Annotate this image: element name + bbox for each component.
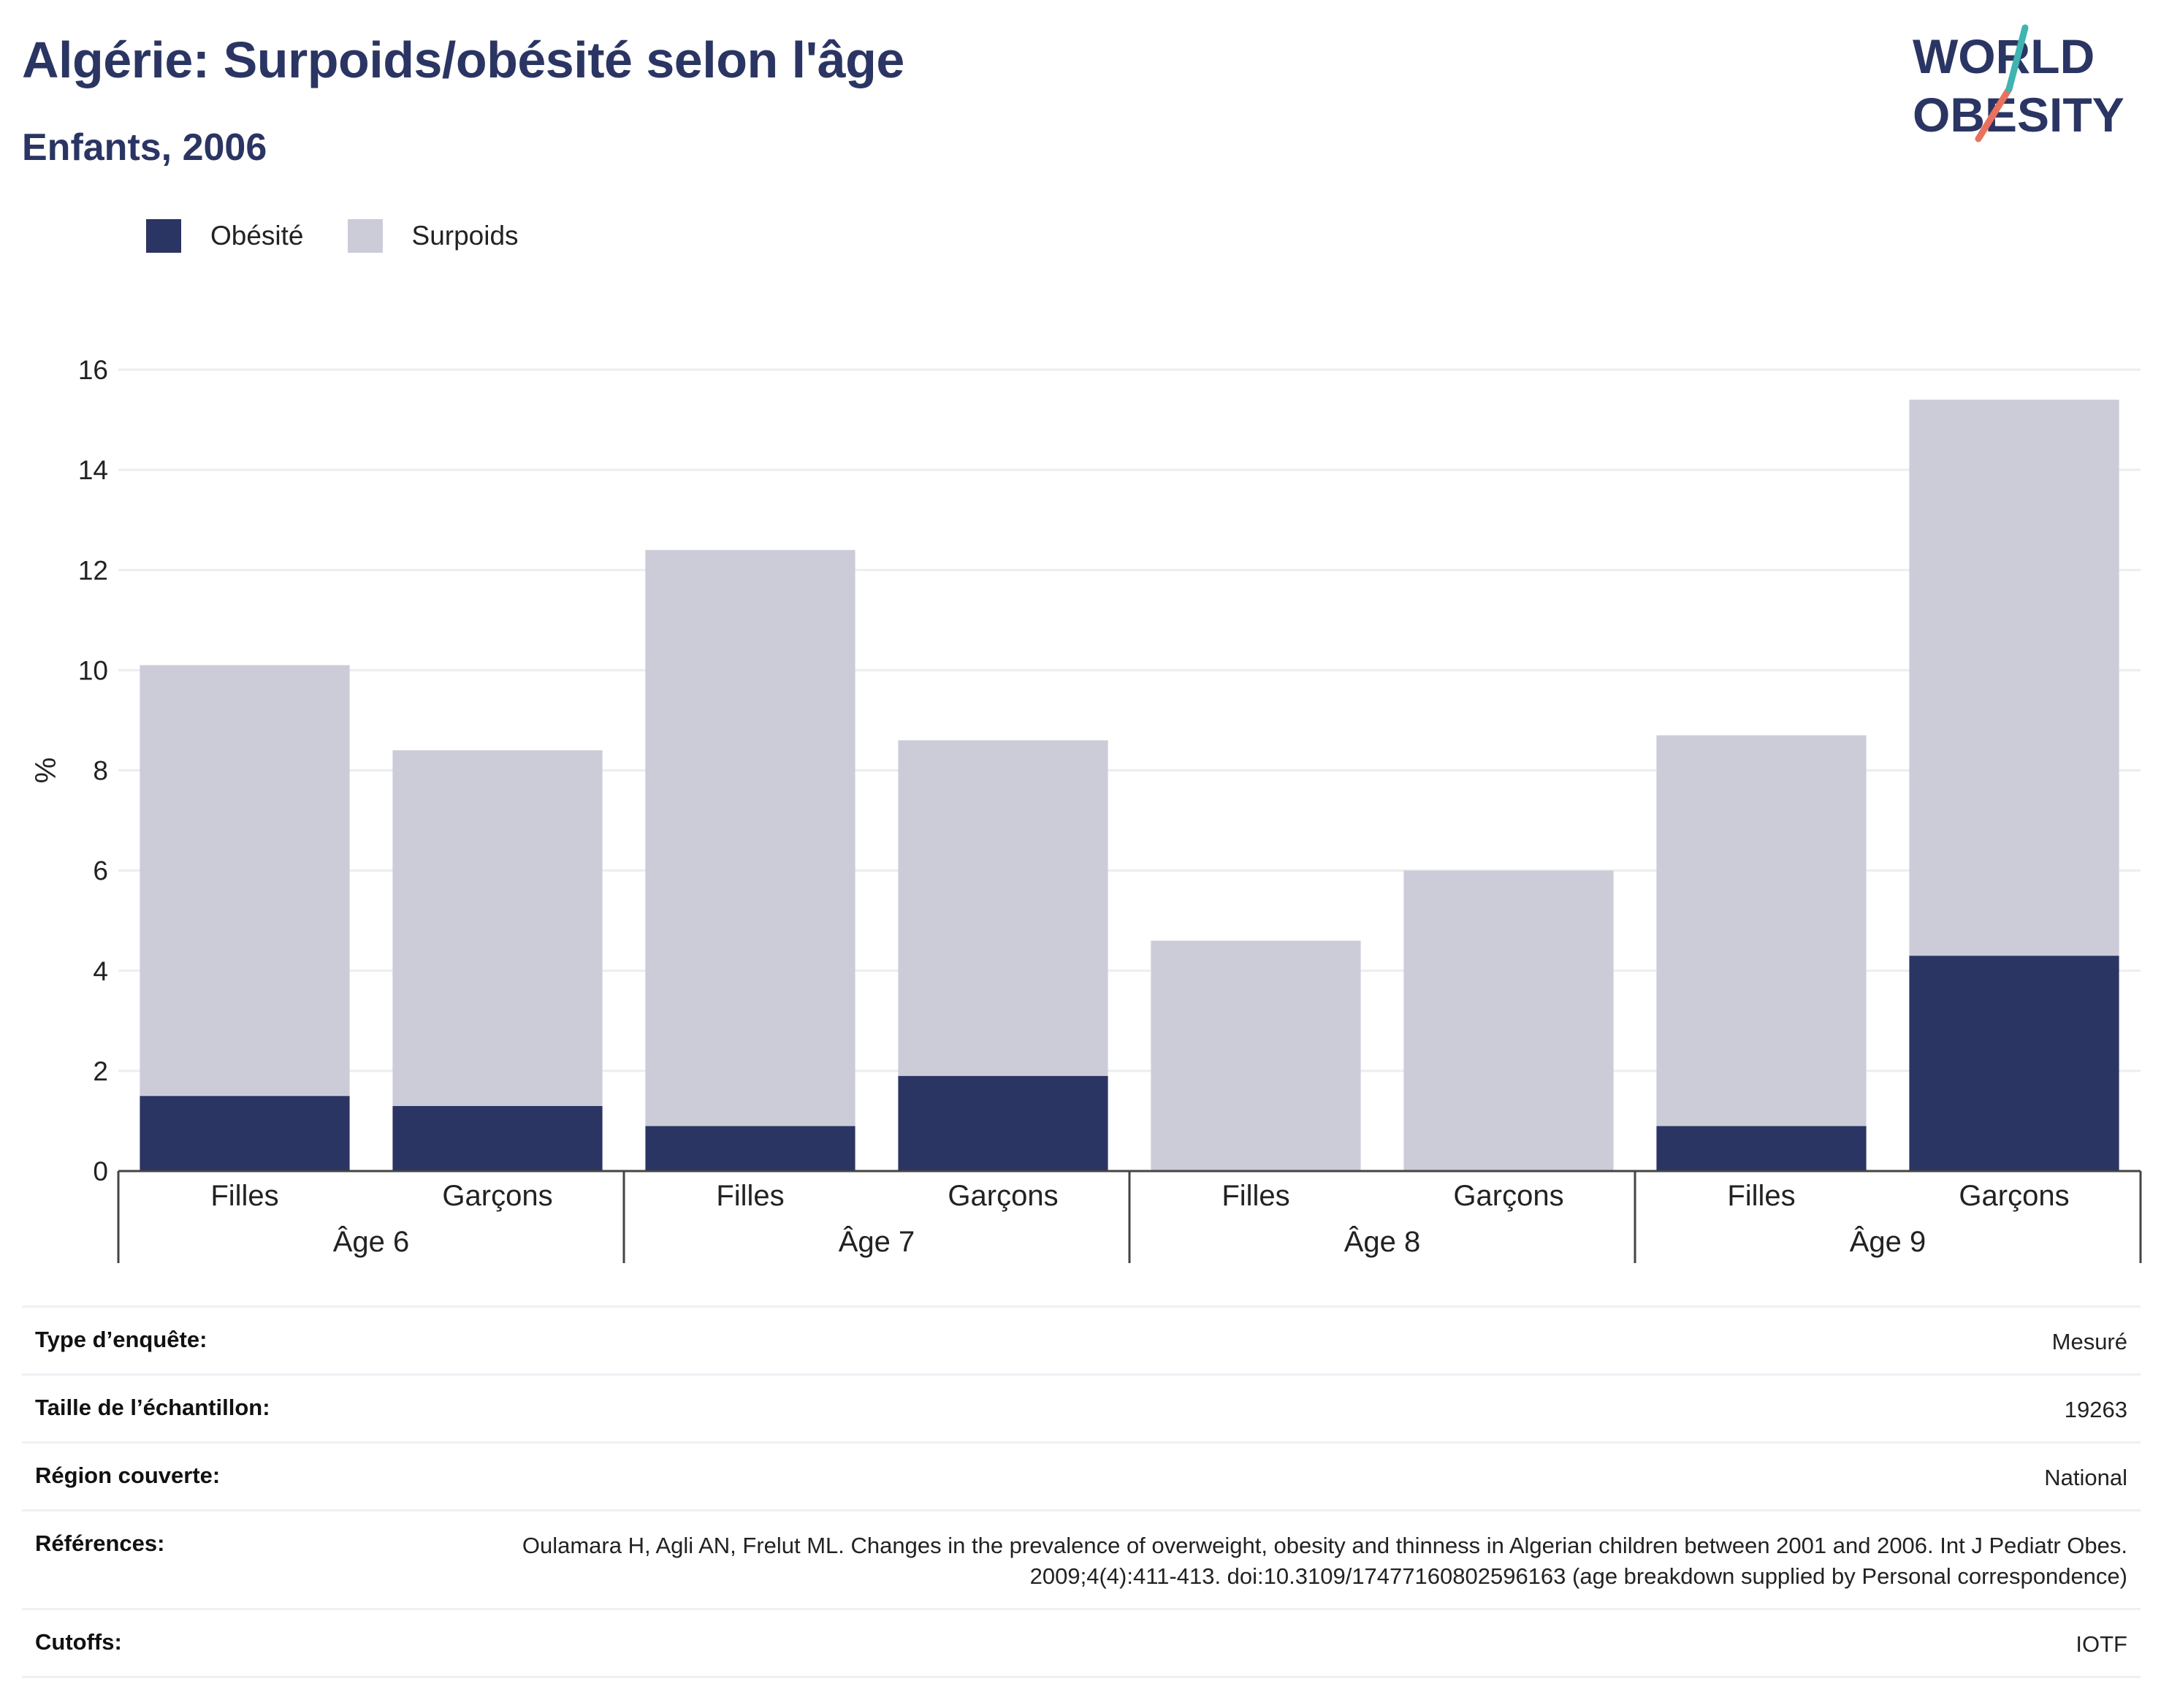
details-table: Type d’enquête: Mesuré Taille de l’échan… bbox=[22, 1305, 2141, 1678]
details-value: Oulamara H, Agli AN, Frelut ML. Changes … bbox=[522, 1533, 2127, 1589]
details-row-references: Références: Oulamara H, Agli AN, Frelut … bbox=[22, 1509, 2141, 1608]
bar-segment-overweight bbox=[1151, 940, 1361, 1171]
bar-segment-overweight bbox=[1909, 400, 2119, 956]
x-tick-label: Garçons bbox=[948, 1180, 1058, 1212]
group-label: Âge 7 bbox=[839, 1225, 915, 1258]
logo-slash-bottom bbox=[1975, 85, 2013, 142]
details-row-survey-type: Type d’enquête: Mesuré bbox=[22, 1305, 2141, 1373]
y-tick-label: 4 bbox=[93, 956, 108, 986]
y-tick-label: 10 bbox=[78, 655, 108, 685]
x-tick-label: Filles bbox=[716, 1180, 784, 1212]
details-row-sample-size: Taille de l’échantillon: 19263 bbox=[22, 1373, 2141, 1441]
y-tick-label: 0 bbox=[93, 1156, 108, 1186]
legend-label-obesity: Obésité bbox=[210, 221, 304, 251]
logo-slash-top bbox=[2005, 24, 2029, 93]
y-tick-label: 8 bbox=[93, 756, 108, 786]
group-label: Âge 8 bbox=[1344, 1225, 1421, 1258]
y-tick-label: 14 bbox=[78, 455, 108, 485]
chart-title: Algérie: Surpoids/obésité selon l'âge bbox=[22, 31, 904, 88]
bar-segment-obesity bbox=[1656, 1126, 1867, 1171]
logo-line2: OBESITY bbox=[1913, 88, 2124, 142]
group-label: Âge 6 bbox=[333, 1225, 410, 1258]
bar-segment-overweight bbox=[392, 750, 603, 1106]
logo-line1: WORLD bbox=[1913, 29, 2095, 83]
legend-swatch-overweight bbox=[347, 219, 383, 253]
details-label: Type d’enquête: bbox=[35, 1327, 207, 1352]
bar-segment-obesity bbox=[140, 1096, 350, 1171]
details-value: 19263 bbox=[2064, 1397, 2127, 1422]
details-label: Références: bbox=[35, 1530, 165, 1556]
details-row-region: Région couverte: National bbox=[22, 1441, 2141, 1509]
details-value: National bbox=[2044, 1465, 2127, 1490]
y-tick-label: 2 bbox=[93, 1056, 108, 1086]
legend-label-overweight: Surpoids bbox=[411, 221, 519, 251]
details-label: Taille de l’échantillon: bbox=[35, 1395, 270, 1420]
x-tick-label: Garçons bbox=[1959, 1180, 2069, 1212]
details-row-cutoffs: Cutoffs: IOTF bbox=[22, 1608, 2141, 1678]
y-tick-label: 16 bbox=[78, 355, 108, 385]
bar-segment-obesity bbox=[392, 1105, 603, 1171]
bar-segment-overweight bbox=[645, 549, 855, 1126]
bar-segment-overweight bbox=[140, 665, 350, 1097]
x-tick-label: Filles bbox=[210, 1180, 278, 1212]
bar-segment-obesity bbox=[645, 1126, 855, 1171]
y-axis-title: % bbox=[30, 758, 62, 784]
bar-segment-overweight bbox=[1656, 735, 1867, 1126]
world-obesity-logo: WORLD OBESITY bbox=[1913, 24, 2124, 142]
legend-item-obesity[interactable]: Obésité bbox=[146, 219, 304, 253]
legend: Obésité Surpoids bbox=[146, 219, 563, 253]
legend-item-overweight[interactable]: Surpoids bbox=[347, 219, 519, 253]
bar-segment-overweight bbox=[898, 740, 1108, 1076]
group-label: Âge 9 bbox=[1850, 1225, 1926, 1258]
details-value: Mesuré bbox=[2051, 1329, 2127, 1354]
bar-segment-obesity bbox=[1909, 956, 2119, 1171]
bar-chart: 0 2 4 6 8 10 12 14 16% Filles Garçons Filles Garçons… bbox=[30, 355, 2142, 1263]
x-tick-label: Filles bbox=[1221, 1180, 1289, 1212]
chart-subtitle: Enfants, 2006 bbox=[22, 126, 267, 169]
x-tick-label: Garçons bbox=[442, 1180, 552, 1212]
x-tick-label: Garçons bbox=[1453, 1180, 1563, 1212]
bar-segment-obesity bbox=[898, 1075, 1108, 1171]
details-value: IOTF bbox=[2076, 1631, 2127, 1657]
details-label: Cutoffs: bbox=[35, 1629, 122, 1655]
details-label: Région couverte: bbox=[35, 1463, 221, 1488]
bar-segment-overweight bbox=[1403, 870, 1614, 1171]
legend-swatch-obesity bbox=[146, 219, 181, 253]
y-tick-label: 12 bbox=[78, 555, 108, 585]
y-tick-label: 6 bbox=[93, 856, 108, 886]
x-tick-label: Filles bbox=[1727, 1180, 1795, 1212]
